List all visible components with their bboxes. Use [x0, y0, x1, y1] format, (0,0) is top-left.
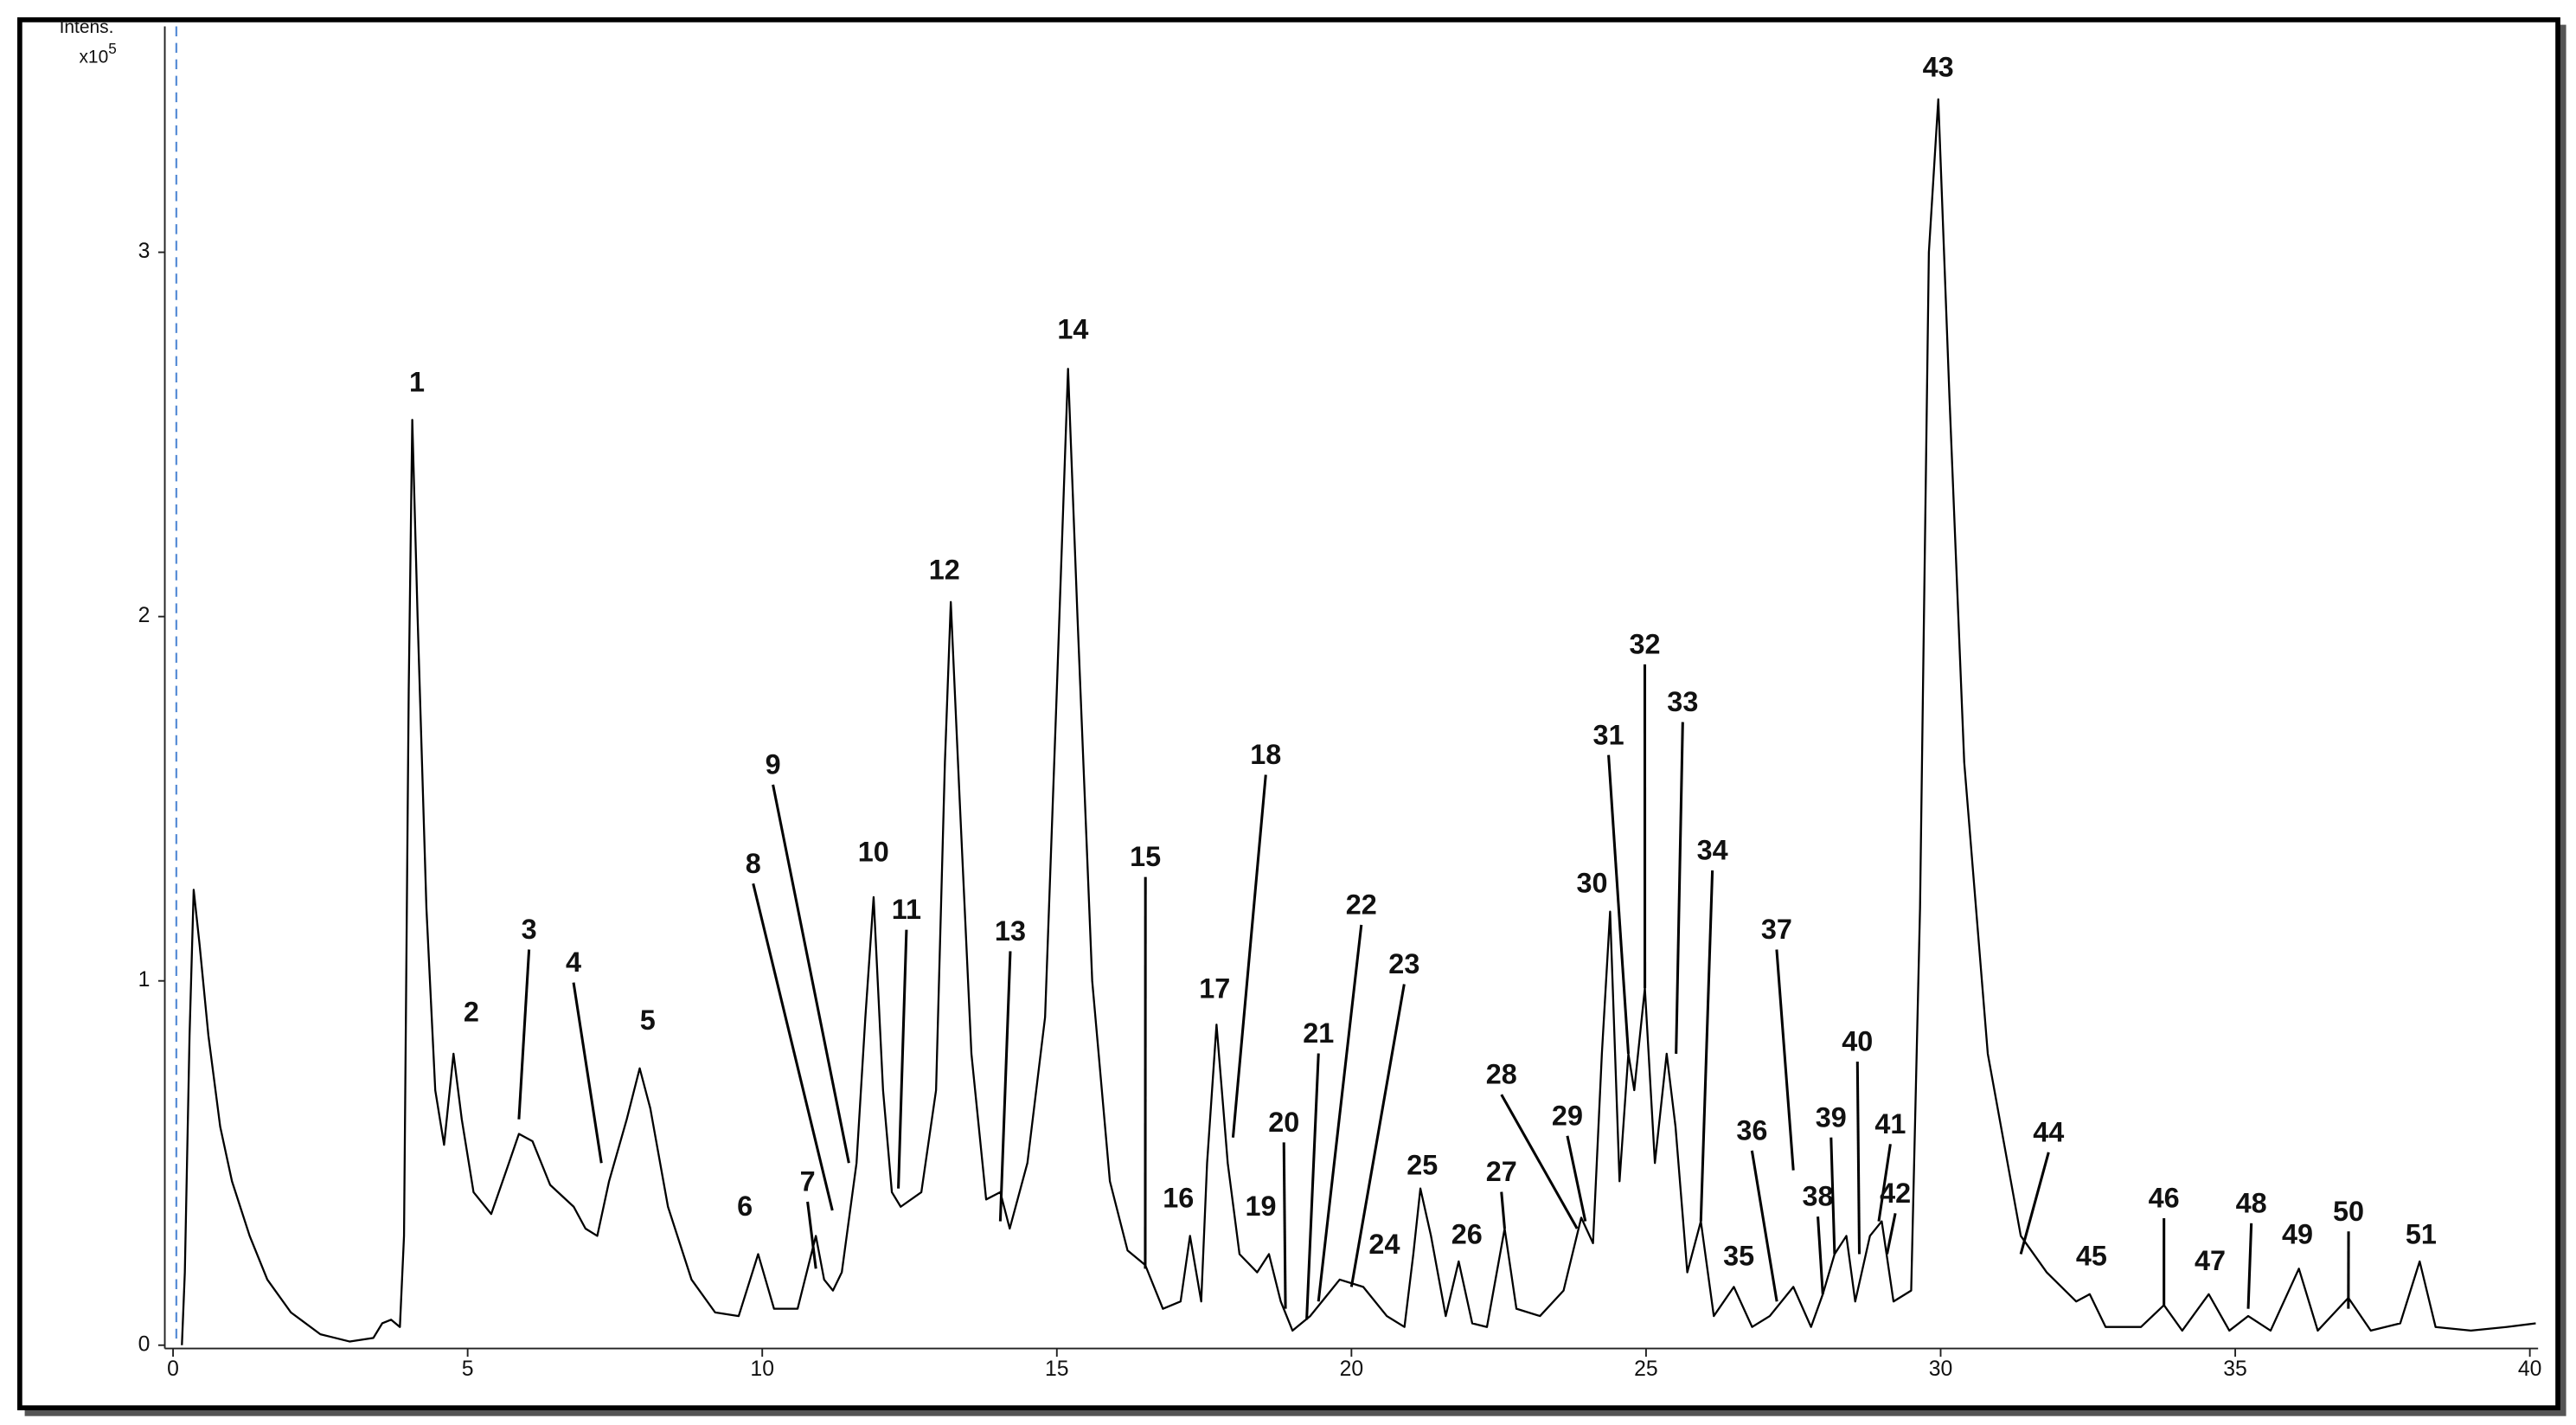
leader-line	[1500, 1191, 1506, 1229]
leader-line	[1829, 1137, 1836, 1255]
leader-line	[1886, 1213, 1897, 1255]
peak-label: 1	[409, 367, 425, 398]
x-tick-label: 20	[1340, 1358, 1364, 1381]
peak-label: 39	[1816, 1101, 1847, 1133]
leader-line	[1750, 1150, 1778, 1302]
x-tick-label: 30	[1929, 1358, 1953, 1381]
leader-line	[1675, 722, 1684, 1054]
peak-label: 3	[522, 914, 537, 945]
leader-line	[897, 929, 908, 1189]
peak-label: 33	[1667, 686, 1698, 717]
leader-line	[1500, 1094, 1579, 1229]
leader-line	[806, 1201, 817, 1269]
peak-label: 35	[1723, 1240, 1754, 1271]
peak-label: 41	[1874, 1108, 1906, 1139]
peak-label: 45	[2076, 1240, 2107, 1271]
leader-line	[1855, 1062, 1862, 1255]
peak-label: 38	[1803, 1181, 1834, 1212]
peak-label: 11	[892, 894, 921, 925]
peak-label: 19	[1246, 1191, 1277, 1222]
peak-label: 47	[2195, 1245, 2226, 1276]
peak-label: 37	[1761, 914, 1792, 945]
peak-label: 13	[995, 915, 1026, 947]
frame	[17, 17, 2560, 1411]
peak-label: 29	[1552, 1100, 1583, 1131]
leader-line	[1305, 1053, 1320, 1320]
peak-label: 15	[1130, 841, 1161, 872]
leader-line	[998, 951, 1012, 1222]
y-tick-label: 0	[138, 1332, 151, 1356]
peak-label: 50	[2333, 1196, 2364, 1227]
peak-label: 43	[1923, 52, 1954, 83]
peak-label: 48	[2236, 1187, 2267, 1218]
x-tick-label: 35	[2223, 1358, 2247, 1381]
peak-label: 40	[1842, 1026, 1873, 1057]
leader-line	[572, 982, 603, 1164]
peak-label: 46	[2149, 1183, 2180, 1214]
peak-label: 12	[929, 555, 960, 586]
y-scale-exponent: 5	[108, 40, 117, 57]
peak-label: 17	[1199, 973, 1230, 1005]
peak-label: 23	[1388, 948, 1419, 979]
leader-line	[752, 883, 834, 1211]
leader-line	[2246, 1223, 2253, 1309]
y-tick-label: 1	[138, 968, 151, 992]
x-tick-label: 5	[462, 1358, 474, 1381]
peak-label: 8	[746, 848, 761, 879]
peak-label: 14	[1057, 314, 1088, 345]
peak-label: 51	[2406, 1219, 2437, 1250]
x-tick-label: 25	[1634, 1358, 1658, 1381]
leader-line	[1607, 754, 1631, 1055]
y-tick-label: 2	[138, 604, 151, 627]
x-tick-label: 0	[167, 1358, 179, 1381]
leader-line	[772, 784, 850, 1164]
x-tick-label: 15	[1045, 1358, 1069, 1381]
y-scale-label: x105	[79, 40, 116, 67]
peak-label: 10	[858, 837, 889, 868]
peak-label: 34	[1697, 835, 1728, 866]
peak-label: 30	[1577, 868, 1608, 899]
y-tick-label: 3	[138, 240, 151, 263]
peak-label: 16	[1163, 1183, 1194, 1214]
peak-label: 25	[1407, 1150, 1438, 1181]
leader-line	[1775, 949, 1795, 1171]
leader-line	[1231, 774, 1267, 1138]
peak-label: 7	[800, 1166, 816, 1197]
peak-label: 26	[1451, 1219, 1483, 1250]
peak-label: 6	[737, 1191, 753, 1222]
peak-label: 24	[1368, 1229, 1400, 1260]
leader-line	[1877, 1144, 1892, 1222]
peak-label: 22	[1346, 889, 1377, 921]
peak-label: 2	[464, 996, 479, 1027]
peak-label: 28	[1486, 1059, 1517, 1090]
x-tick-label: 40	[2518, 1358, 2542, 1381]
trace	[181, 98, 2536, 1345]
peak-label: 5	[640, 1005, 656, 1036]
leader-line	[2019, 1152, 2050, 1255]
peak-label: 32	[1629, 628, 1660, 659]
leader-line	[1699, 870, 1714, 1222]
leader-line	[1282, 1142, 1287, 1309]
y-scale-base: x10	[79, 47, 108, 67]
peak-label: 49	[2282, 1219, 2313, 1250]
peak-label: 31	[1593, 719, 1624, 750]
leader-line	[517, 949, 531, 1120]
leader-line	[1317, 924, 1363, 1302]
peak-label: 21	[1303, 1017, 1334, 1049]
peak-label: 42	[1880, 1178, 1911, 1209]
peak-label: 27	[1486, 1156, 1517, 1187]
peak-label: 4	[566, 947, 581, 978]
peak-label: 44	[2033, 1116, 2064, 1147]
peak-label: 9	[766, 749, 781, 780]
leader-line	[1349, 984, 1406, 1287]
leader-line	[1817, 1216, 1824, 1294]
peak-label: 20	[1268, 1107, 1299, 1138]
peak-label: 36	[1736, 1115, 1767, 1146]
peak-label: 18	[1250, 739, 1281, 770]
y-axis-label: Intens.	[60, 17, 114, 37]
leader-line	[1566, 1135, 1587, 1222]
x-tick-label: 10	[750, 1358, 774, 1381]
